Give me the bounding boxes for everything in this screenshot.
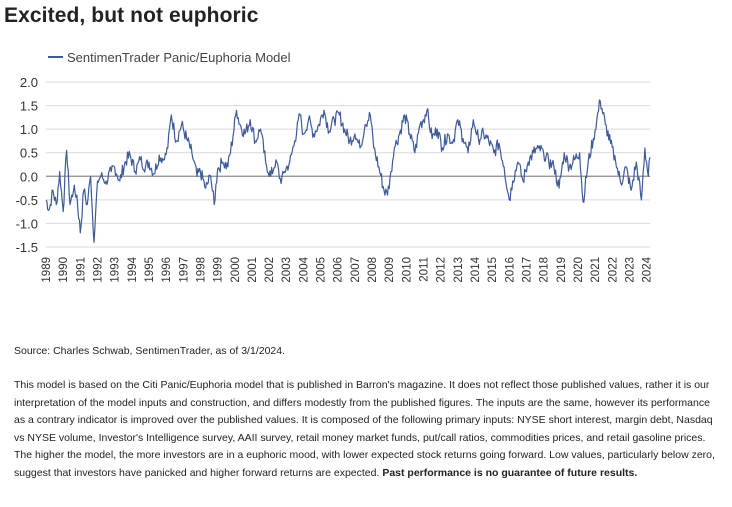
x-tick-label: 1991: [75, 257, 87, 283]
y-tick-label: 2.0: [20, 75, 38, 90]
x-tick-label: 2004: [298, 256, 310, 282]
chart-title: Excited, but not euphoric: [4, 4, 259, 27]
x-tick-label: 2007: [350, 257, 362, 283]
disclaimer-text: Past performance is no guarantee of futu…: [382, 466, 638, 479]
x-tick-label: 1989: [41, 257, 53, 283]
x-tick-label: 1990: [58, 257, 70, 283]
line-chart: 2.0 1.5 1.0 0.5 0.0 -0.5 -1.0 -1.5 1989 1990 1991…: [16, 50, 654, 283]
x-tick-label: 2008: [367, 257, 379, 283]
x-tick-label: 1997: [178, 257, 190, 283]
series-layer: [45, 99, 651, 243]
y-axis-ticks: 2.0 1.5 1.0 0.5 0.0 -0.5 -1.0 -1.5: [16, 75, 38, 255]
x-tick-label: 2009: [384, 257, 396, 283]
x-tick-label: 2012: [436, 257, 448, 283]
x-tick-label: 2019: [556, 257, 568, 283]
x-tick-label: 2006: [333, 257, 345, 283]
x-tick-label: 2002: [264, 257, 276, 283]
x-tick-label: 2018: [539, 257, 551, 283]
x-tick-label: 2017: [521, 257, 533, 283]
x-tick-label: 1993: [110, 257, 122, 283]
y-tick-label: -1.5: [16, 240, 38, 255]
x-tick-label: 1999: [213, 257, 225, 283]
series-line: [45, 99, 651, 243]
x-tick-label: 2001: [247, 257, 259, 283]
y-tick-label: -0.5: [16, 193, 38, 208]
methodology-note: This model is based on the Citi Panic/Eu…: [14, 377, 720, 482]
x-tick-label: 1996: [161, 257, 173, 283]
x-tick-label: 2022: [607, 257, 619, 283]
y-tick-label: 0.5: [20, 146, 38, 161]
x-tick-label: 2000: [230, 257, 242, 283]
x-tick-label: 2015: [487, 257, 499, 283]
x-tick-label: 1994: [127, 256, 139, 282]
x-tick-label: 2023: [624, 257, 636, 283]
x-tick-label: 2014: [470, 256, 482, 282]
source-note: Source: Charles Schwab, SentimenTrader, …: [14, 345, 286, 357]
x-tick-label: 2021: [590, 257, 602, 283]
x-tick-label: 2011: [419, 257, 431, 282]
y-tick-label: 1.0: [20, 122, 38, 137]
grid-lines: [46, 81, 650, 248]
y-tick-label: 0.0: [20, 169, 38, 184]
y-tick-label: 1.5: [20, 99, 38, 114]
legend: SentimenTrader Panic/Euphoria Model: [48, 50, 291, 65]
x-axis-ticks: 1989 1990 1991 1992 1993 1994 1995 1996 1997 1998…: [41, 256, 654, 282]
x-tick-label: 2005: [316, 257, 328, 283]
x-tick-label: 1992: [92, 257, 104, 283]
x-tick-label: 2020: [573, 257, 585, 283]
x-tick-label: 2016: [504, 257, 516, 283]
x-tick-label: 2013: [453, 257, 465, 283]
x-tick-label: 1995: [144, 257, 156, 283]
methodology-text: This model is based on the Citi Panic/Eu…: [14, 379, 715, 479]
x-tick-label: 2024: [642, 256, 654, 282]
y-tick-label: -1.0: [16, 216, 38, 231]
x-tick-label: 2003: [281, 257, 293, 283]
x-tick-label: 1998: [195, 257, 207, 283]
legend-label: SentimenTrader Panic/Euphoria Model: [67, 50, 291, 65]
x-tick-label: 2010: [401, 257, 413, 283]
